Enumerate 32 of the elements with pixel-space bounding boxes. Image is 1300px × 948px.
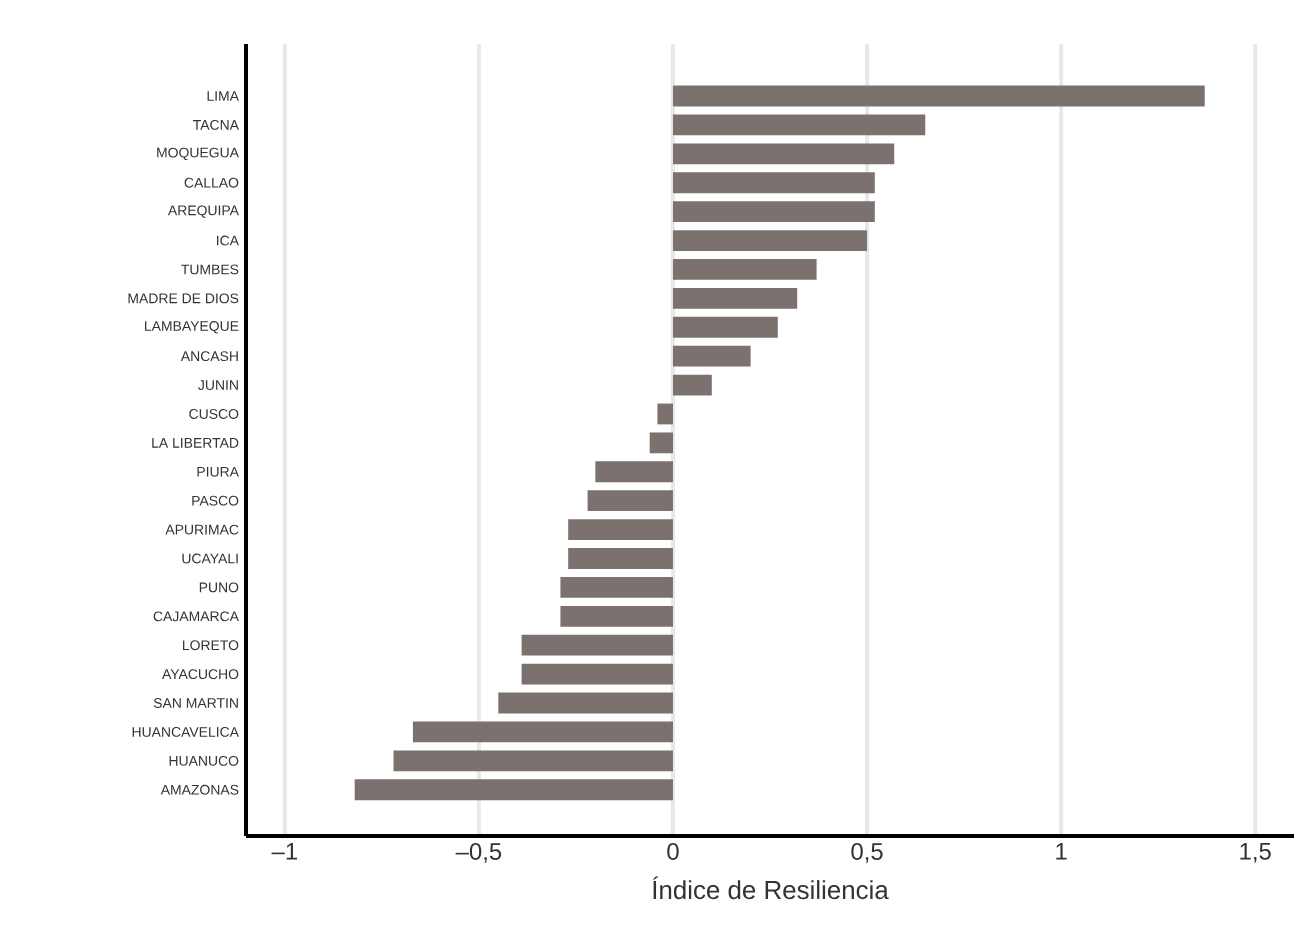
bar [354,779,673,801]
bar [412,721,673,743]
x-tick-label: 1,5 [1240,843,1271,863]
bar [672,374,712,396]
bar [560,576,673,598]
bar [595,461,673,483]
x-axis-title: Índice de Resiliencia [653,876,889,900]
bar [657,403,673,425]
x-tick-label: 0 [667,843,679,860]
bar [560,605,673,627]
bar [587,490,673,512]
bar [521,663,673,685]
bar [672,172,875,194]
x-tick-label: –0,5 [455,843,502,863]
bar [568,548,673,569]
bar [672,345,751,367]
bar [521,634,673,656]
bar [498,692,673,714]
bar [672,201,875,223]
bar [672,114,926,136]
x-tick-label: 1 [1056,843,1067,860]
bar [672,143,895,165]
x-tick-label: –1 [271,843,297,860]
bar [672,259,817,280]
bar [568,519,673,540]
bar [393,750,673,772]
bar [649,432,673,454]
x-tick-label: 0,5 [851,843,883,863]
bar [672,287,798,309]
bar [672,230,868,251]
bar [672,316,778,338]
bar [672,85,1205,107]
